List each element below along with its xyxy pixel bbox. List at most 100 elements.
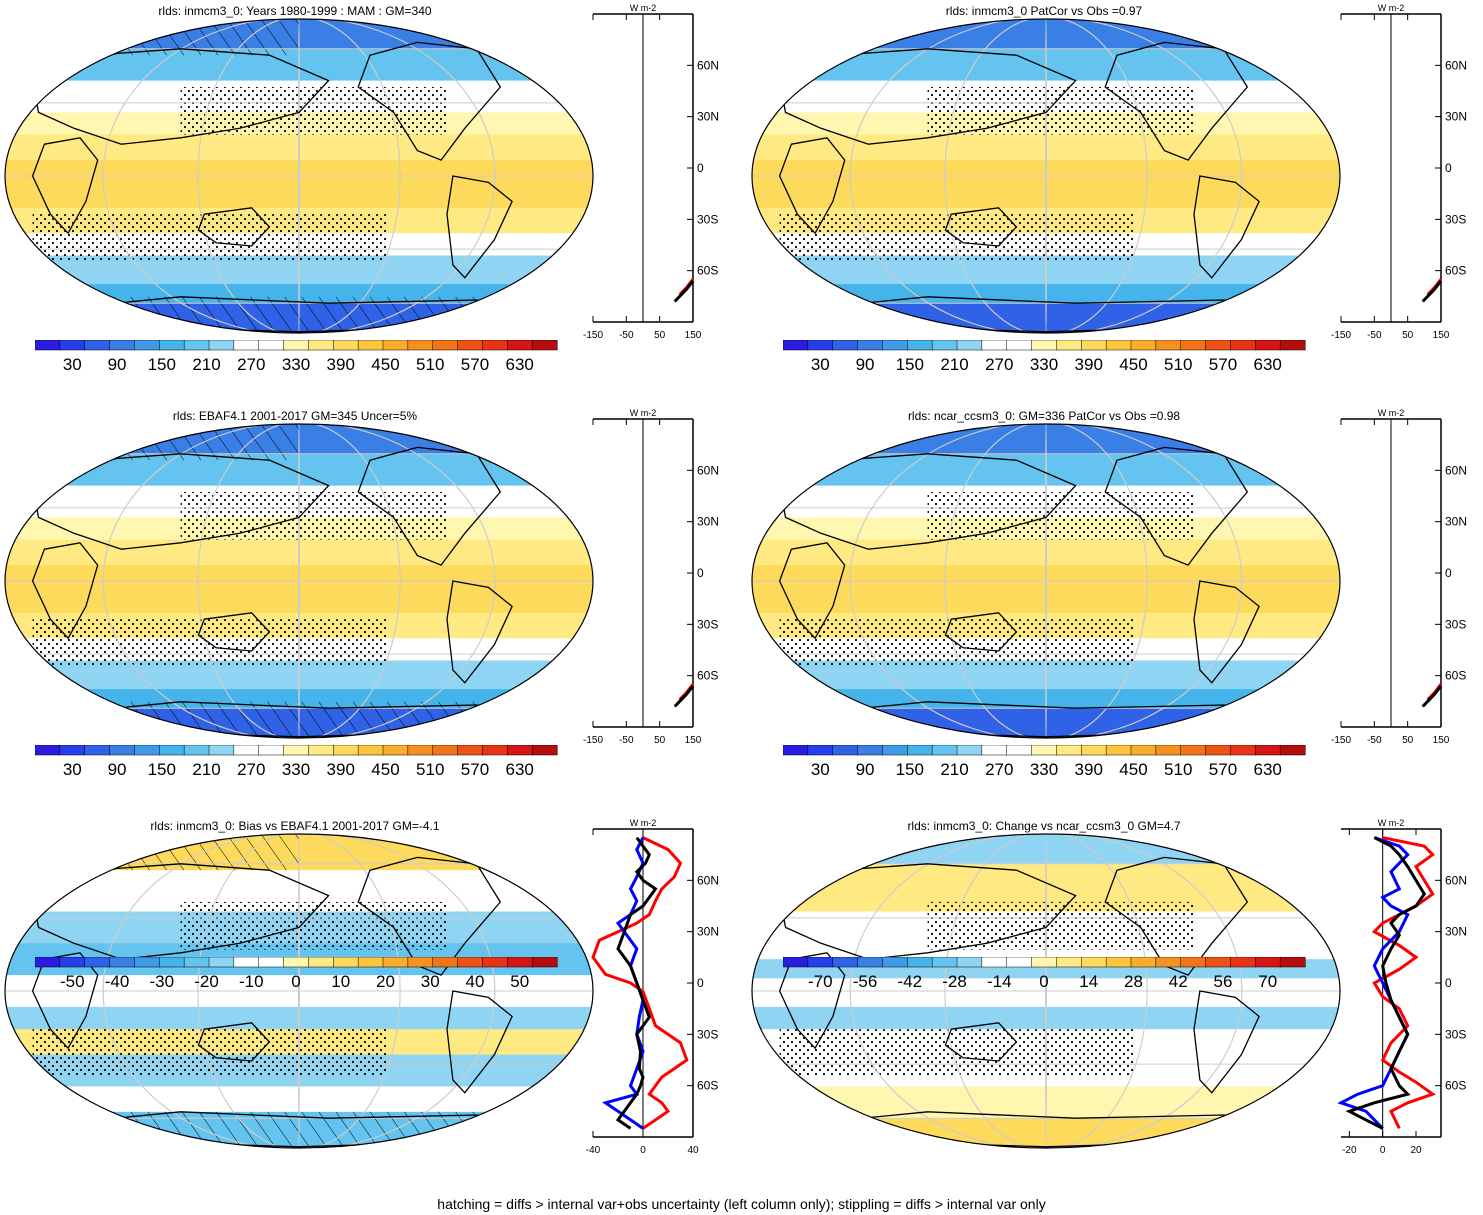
stippling — [180, 491, 447, 540]
zonal-x-tick-label: 40 — [687, 1145, 699, 1156]
stippling — [927, 901, 1194, 950]
zonal-mean-plot: W m-2 -20 0 20 60N 30N 0 30S 60S — [1337, 818, 1467, 1156]
colorbar-swatch — [432, 745, 459, 756]
zonal-lat-tick-label: 0 — [697, 161, 704, 175]
colorbar-swatch — [882, 340, 908, 351]
zonal-x-tick-label: -50 — [1367, 330, 1382, 341]
stippling — [927, 491, 1194, 540]
colorbar-swatch — [531, 957, 558, 968]
colorbar-tick-label: 90 — [108, 355, 127, 374]
colorbar-swatch — [1205, 745, 1231, 756]
colorbar-tick-label: 90 — [856, 355, 875, 374]
zonal-unit-label: W m-2 — [630, 3, 657, 13]
colorbar-swatch — [134, 340, 160, 351]
colorbar-swatch — [783, 340, 809, 351]
colorbar-swatch — [1155, 340, 1182, 351]
colorbar-swatch — [134, 957, 160, 968]
colorbar-tick-label: 270 — [985, 355, 1013, 374]
colorbar-swatch — [258, 745, 285, 756]
colorbar-swatch — [1155, 957, 1182, 968]
colorbar-swatch — [981, 340, 1008, 351]
colorbar-swatch — [832, 957, 859, 968]
zonal-x-tick-label: -40 — [586, 1145, 601, 1156]
zonal-x-tick-label: -20 — [1342, 1145, 1357, 1156]
africa-outline — [778, 137, 846, 235]
colorbar-swatch — [308, 745, 334, 756]
colorbar-swatch — [907, 745, 933, 756]
colorbar-swatch — [333, 340, 359, 351]
north-america-outline — [1104, 446, 1249, 566]
colorbar-swatch — [956, 745, 983, 756]
colorbar-tick-label: -50 — [60, 972, 85, 991]
zonal-lat-tick-label: 0 — [1445, 976, 1452, 990]
colorbar-swatch — [531, 340, 558, 351]
australia-outline — [944, 207, 1018, 247]
zonal-lat-tick-label: 30N — [697, 110, 719, 124]
colorbar-swatch — [807, 957, 834, 968]
colorbar-swatch — [333, 745, 359, 756]
zonal-x-tick-label: 50 — [654, 330, 666, 341]
colorbar-tick-label: 510 — [1164, 355, 1192, 374]
colorbar-tick-label: 150 — [148, 355, 176, 374]
colorbar-tick-label: -56 — [853, 972, 878, 991]
colorbar-swatch — [1105, 745, 1132, 756]
zonal-mean-plot: W m-2 -150 -50 50 150 60N 30N 0 30S 60S — [1331, 3, 1467, 341]
colorbar-tick-label: 0 — [291, 972, 300, 991]
colorbar-tick-label: 28 — [1124, 972, 1143, 991]
colorbar-swatch — [308, 340, 334, 351]
colorbar-tick-label: 150 — [148, 760, 176, 779]
colorbar-swatch — [1130, 340, 1157, 351]
south-america-outline — [1193, 175, 1260, 279]
australia-outline — [944, 612, 1018, 652]
colorbar-swatch — [84, 340, 111, 351]
footer-note: hatching = diffs > internal var+obs unce… — [437, 1196, 1046, 1212]
colorbar-swatch — [1255, 957, 1281, 968]
zonal-unit-label: W m-2 — [630, 408, 657, 418]
colorbar-tick-label: 150 — [896, 760, 924, 779]
zonal-x-tick-label: 150 — [1433, 735, 1450, 746]
colorbar-swatch — [407, 745, 434, 756]
colorbar-swatch — [59, 957, 86, 968]
colorbar-swatch — [1105, 957, 1132, 968]
colorbar-tick-label: 30 — [63, 355, 82, 374]
colorbar-swatch — [407, 340, 434, 351]
colorbar: 30 90 150 210 270 330 390 450 510 570 630 — [783, 340, 1306, 374]
colorbar-swatch — [183, 340, 210, 351]
colorbar-tick-label: 210 — [192, 760, 220, 779]
colorbar: 30 90 150 210 270 330 390 450 510 570 630 — [35, 340, 558, 374]
zonal-lat-tick-label: 30N — [697, 515, 719, 529]
robinson-map — [4, 18, 594, 334]
zonal-lat-tick-label: 60N — [697, 873, 719, 887]
colorbar-tick-label: 210 — [940, 760, 968, 779]
colorbar-swatch — [1006, 340, 1033, 351]
colorbar-swatch — [1031, 957, 1057, 968]
colorbar-swatch — [1056, 340, 1082, 351]
colorbar-swatch — [832, 745, 859, 756]
africa-outline — [31, 952, 99, 1050]
panel-title: rlds: inmcm3_0: Years 1980-1999 : MAM : … — [158, 4, 432, 18]
colorbar-swatch — [159, 340, 185, 351]
colorbar-tick-label: 630 — [1254, 760, 1282, 779]
colorbar-tick-label: 510 — [1164, 760, 1192, 779]
colorbar-swatch — [35, 340, 61, 351]
colorbar-swatch — [183, 745, 210, 756]
zonal-mean-line — [673, 684, 695, 708]
colorbar-swatch — [1056, 745, 1082, 756]
colorbar-swatch — [832, 340, 859, 351]
colorbar-swatch — [208, 745, 235, 756]
stippling — [927, 86, 1194, 135]
colorbar-swatch — [84, 957, 111, 968]
australia-outline — [197, 612, 271, 652]
colorbar-tick-label: 390 — [1075, 355, 1103, 374]
colorbar-tick-label: 56 — [1214, 972, 1233, 991]
colorbar-swatch — [258, 957, 285, 968]
zonal-lat-tick-label: 30S — [697, 212, 718, 226]
colorbar-tick-label: 330 — [1030, 760, 1058, 779]
colorbar-swatch — [109, 745, 135, 756]
colorbar-tick-label: -30 — [149, 972, 174, 991]
colorbar-swatch — [1180, 745, 1207, 756]
colorbar-swatch — [1130, 957, 1157, 968]
colorbar-swatch — [1031, 340, 1057, 351]
zonal-lat-tick-label: 60N — [697, 463, 719, 477]
colorbar-swatch — [333, 957, 359, 968]
